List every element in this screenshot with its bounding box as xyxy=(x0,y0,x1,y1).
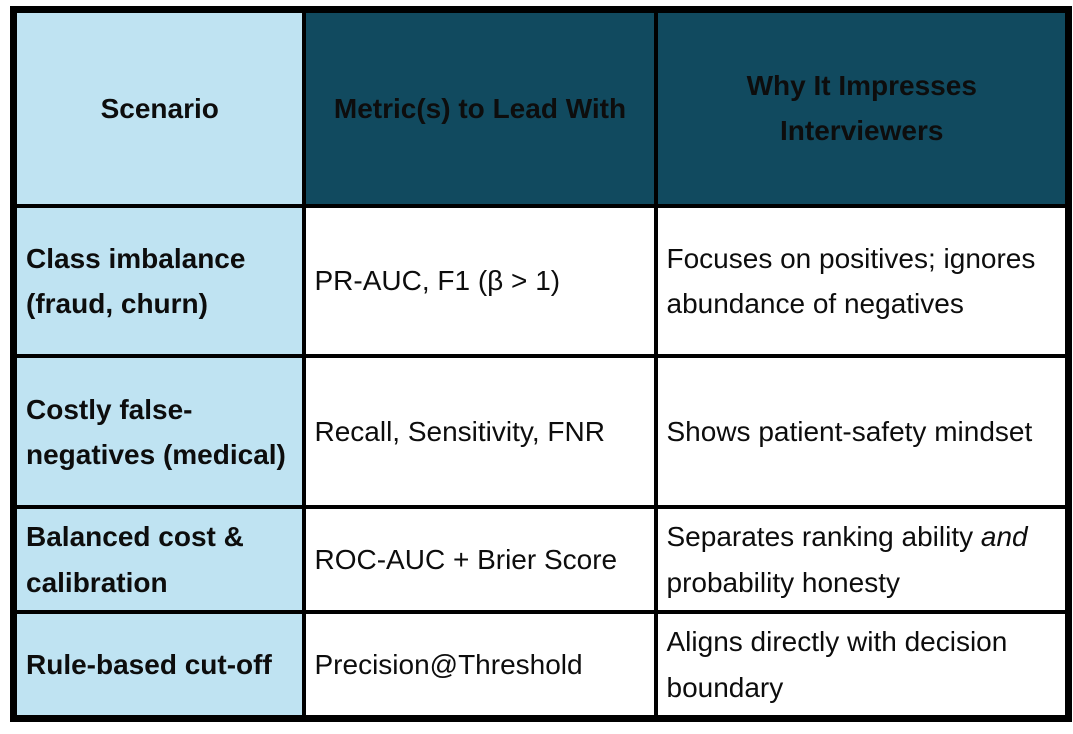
why-cell: Shows patient-safety mindset xyxy=(653,354,1072,510)
why-cell: Separates ranking ability and probabilit… xyxy=(653,505,1072,615)
metric-cell: Precision@Threshold xyxy=(301,610,658,723)
scenario-cell: Balanced cost & calibration xyxy=(10,505,306,615)
table-row: Costly false-negatives (medical) Recall,… xyxy=(10,354,1072,510)
header-metric: Metric(s) to Lead With xyxy=(301,6,658,208)
scenario-cell: Class imbalance (fraud, churn) xyxy=(10,203,306,359)
why-text-prefix: Separates ranking ability xyxy=(666,521,981,553)
why-text-italic-and: and xyxy=(980,521,1028,553)
why-cell: Aligns directly with decision boundary xyxy=(653,610,1072,723)
header-why: Why It Impresses Interviewers xyxy=(653,6,1072,208)
metrics-comparison-table: Scenario Metric(s) to Lead With Why It I… xyxy=(10,6,1072,723)
metric-cell: PR-AUC, F1 (β > 1) xyxy=(301,203,658,359)
table-row: Balanced cost & calibration ROC-AUC + Br… xyxy=(10,505,1072,615)
why-text-suffix: probability honesty xyxy=(666,566,900,598)
header-scenario: Scenario xyxy=(10,6,306,208)
table-row: Class imbalance (fraud, churn) PR-AUC, F… xyxy=(10,203,1072,359)
metric-cell: ROC-AUC + Brier Score xyxy=(301,505,658,615)
why-cell: Focuses on positives; ignores abundance … xyxy=(653,203,1072,359)
table-row: Rule-based cut-off Precision@Threshold A… xyxy=(10,610,1072,723)
scenario-cell: Costly false-negatives (medical) xyxy=(10,354,306,510)
scenario-cell: Rule-based cut-off xyxy=(10,610,306,723)
table-header-row: Scenario Metric(s) to Lead With Why It I… xyxy=(10,6,1072,208)
metric-cell: Recall, Sensitivity, FNR xyxy=(301,354,658,510)
